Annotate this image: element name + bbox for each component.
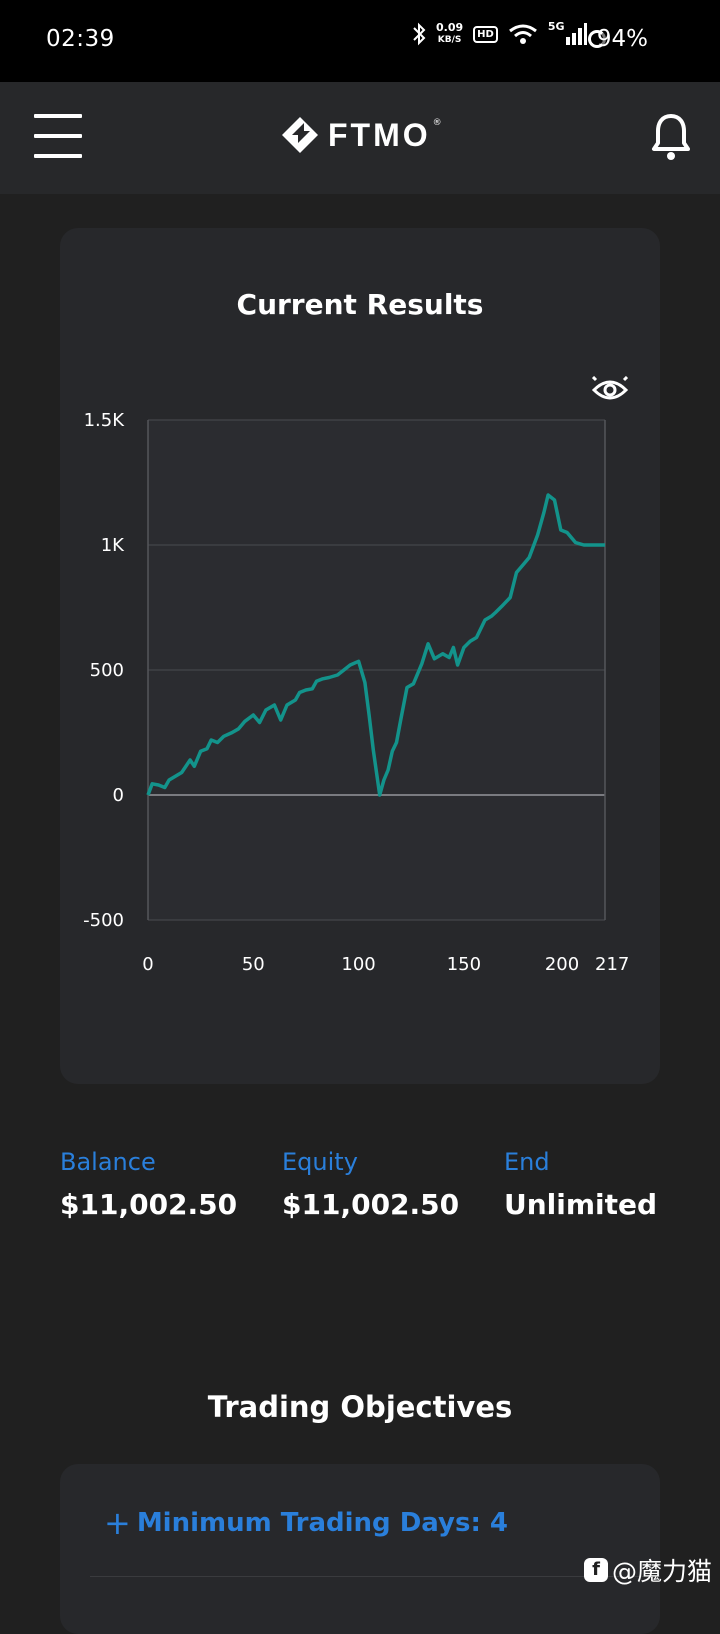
plus-icon: + (104, 1504, 131, 1542)
stat-value: $11,002.50 (282, 1188, 460, 1221)
y-tick-label: 1.5K (84, 410, 126, 431)
signal-label: 5G (547, 19, 565, 33)
stat-equity: Equity $11,002.50 (282, 1148, 459, 1221)
menu-icon (34, 114, 82, 118)
stat-balance: Balance $11,002.50 (60, 1148, 237, 1221)
x-tick-label: 150 (447, 954, 481, 975)
status-icons: 0.09 KB/S HD 5G (412, 19, 587, 46)
account-stats: Balance $11,002.50 Equity $11,002.50 End… (60, 1148, 660, 1228)
net-speed-unit: KB/S (437, 35, 462, 45)
bluetooth-icon (413, 22, 426, 46)
x-tick-label: 50 (242, 954, 265, 975)
stat-label: End (504, 1148, 550, 1176)
x-tick-label: 0 (142, 954, 153, 975)
x-tick-label: 100 (341, 954, 375, 975)
signal-icon (565, 23, 587, 45)
stat-value: $11,002.50 (60, 1188, 238, 1221)
y-tick-label: -500 (83, 910, 124, 931)
y-tick-label: 0 (113, 785, 124, 806)
net-speed: 0.09 KB/S (436, 22, 463, 46)
logo-text: FTMO (328, 116, 431, 153)
stat-label: Equity (282, 1148, 358, 1176)
app-bar (0, 82, 720, 194)
menu-button[interactable] (34, 114, 82, 158)
objective-minimum-trading-days[interactable]: + Minimum Trading Days: 4 (104, 1504, 508, 1542)
objectives-title: Trading Objectives (207, 1390, 513, 1424)
objective-divider (90, 1576, 660, 1577)
y-tick-label: 500 (90, 660, 124, 681)
objective-label: Minimum Trading Days: 4 (136, 1508, 508, 1538)
y-tick-label: 1K (101, 535, 125, 556)
results-chart: -500 0 500 1K 1.5K 0 50 100 150 200 217 (83, 410, 629, 975)
x-tick-label: 200 (545, 954, 579, 975)
ftmo-logo-mark-icon (282, 117, 318, 153)
x-tick-label: 217 (595, 954, 629, 975)
eye-icon[interactable] (592, 376, 628, 404)
status-bar: 02:39 0.09 KB/S HD 5G 94% (0, 0, 720, 82)
net-speed-value: 0.09 (436, 21, 464, 34)
wifi-icon (508, 24, 537, 44)
watermark-text: @魔力猫 (612, 1557, 713, 1586)
stat-value: Unlimited (504, 1188, 658, 1221)
ftmo-logo[interactable]: FTMO ® (280, 114, 448, 156)
bell-icon[interactable] (650, 112, 692, 162)
stat-end: End Unlimited (504, 1148, 657, 1221)
battery-icon (588, 30, 606, 48)
results-title: Current Results (236, 288, 484, 321)
status-time: 02:39 (46, 26, 115, 52)
equity-series-line (146, 493, 605, 797)
hd-badge: HD (473, 25, 498, 43)
results-card: Current Results -500 0 500 1K 1.5K 0 50 100 150 2… (60, 228, 660, 1084)
logo-registered-mark: ® (432, 118, 442, 128)
watermark: f @魔力猫 (584, 1552, 712, 1588)
watermark-badge-icon: f (584, 1558, 608, 1582)
battery-level: 94% (596, 26, 648, 52)
objectives-card: + Minimum Trading Days: 4 (60, 1464, 660, 1634)
stat-label: Balance (60, 1148, 156, 1176)
